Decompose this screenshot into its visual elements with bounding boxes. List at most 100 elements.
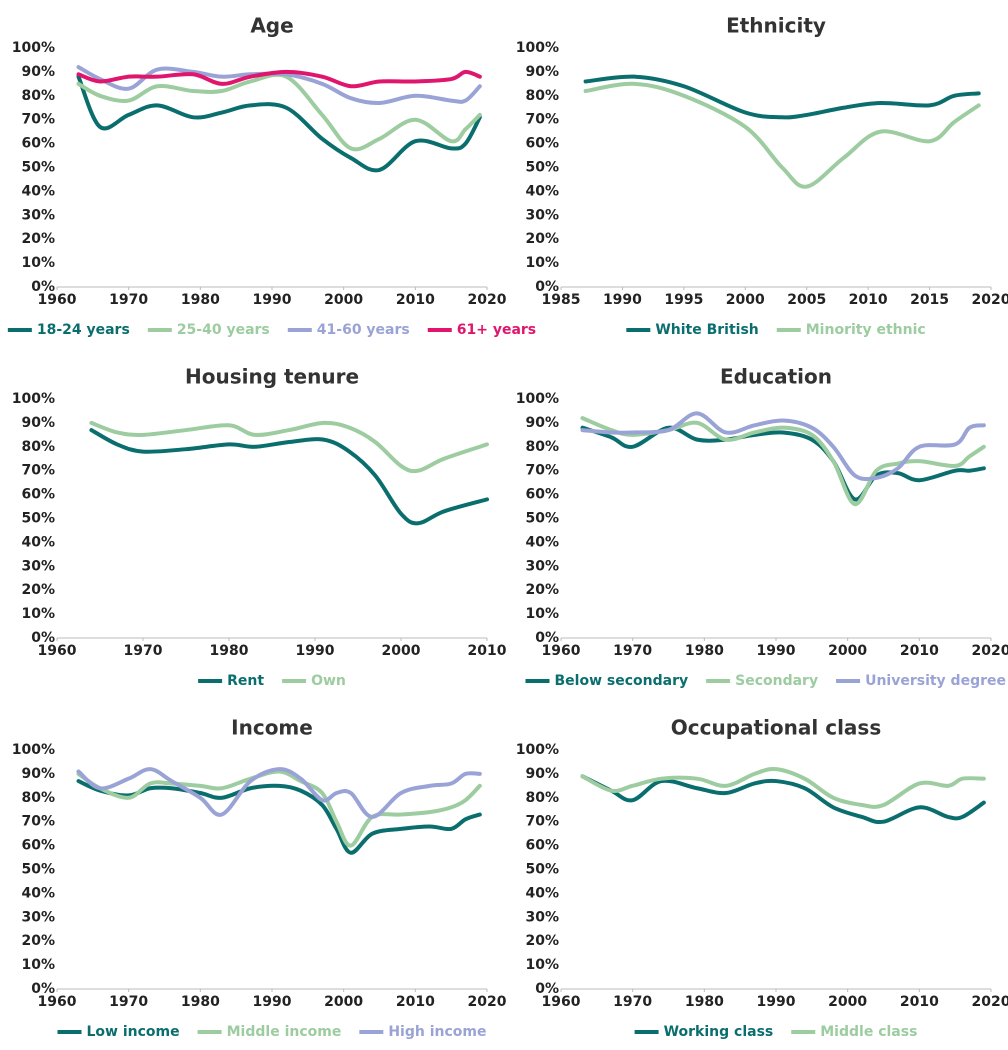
x-tick-label: 2010 — [900, 643, 939, 659]
legend-label: 25-40 years — [177, 322, 270, 338]
y-tick-label: 10% — [21, 957, 55, 973]
y-tick-label: 100% — [12, 391, 55, 407]
y-tick-label: 20% — [21, 231, 55, 247]
x-tick-label: 1960 — [542, 994, 581, 1010]
x-tick-label: 1980 — [181, 292, 220, 308]
x-tick-label: 2010 — [900, 994, 939, 1010]
series-line — [76, 779, 482, 855]
y-tick-label: 0% — [31, 630, 55, 646]
series-line — [76, 74, 482, 173]
y-tick-label: 100% — [516, 40, 559, 56]
y-tick-label: 30% — [21, 909, 55, 925]
y-tick-label: 100% — [516, 391, 559, 407]
chart-title: Occupational class — [671, 716, 882, 740]
x-tick-label: 1970 — [109, 994, 148, 1010]
series-line — [76, 769, 482, 848]
y-tick-label: 0% — [535, 981, 559, 997]
x-tick-label: 2020 — [972, 292, 1008, 308]
x-tick-label: 2010 — [468, 643, 507, 659]
x-tick-label: 1970 — [613, 994, 652, 1010]
y-tick-label: 90% — [525, 415, 559, 431]
chart-title: Education — [720, 365, 832, 389]
y-tick-label: 0% — [31, 279, 55, 295]
y-tick-label: 80% — [21, 790, 55, 806]
y-tick-label: 0% — [535, 279, 559, 295]
legend-label: Own — [311, 673, 346, 689]
x-tick-label: 1990 — [296, 643, 335, 659]
legend: Working class Middle class — [634, 1024, 917, 1040]
y-tick-label: 30% — [21, 207, 55, 223]
legend-label: Below secondary — [555, 673, 689, 689]
x-tick-label: 1970 — [613, 643, 652, 659]
x-tick-label: 2005 — [787, 292, 826, 308]
y-tick-label: 20% — [525, 582, 559, 598]
y-tick-label: 40% — [525, 534, 559, 550]
y-tick-label: 0% — [31, 981, 55, 997]
series-line — [580, 411, 986, 482]
y-tick-label: 70% — [525, 112, 559, 128]
y-tick-label: 10% — [21, 255, 55, 271]
legend-label: 41-60 years — [317, 322, 410, 338]
y-tick-label: 90% — [525, 64, 559, 80]
y-tick-label: 20% — [525, 231, 559, 247]
series-line — [583, 81, 981, 189]
y-tick-label: 100% — [12, 742, 55, 758]
x-tick-label: 1960 — [542, 643, 581, 659]
y-tick-label: 50% — [21, 160, 55, 176]
y-tick-label: 20% — [21, 933, 55, 949]
y-tick-label: 50% — [525, 862, 559, 878]
y-tick-label: 10% — [525, 255, 559, 271]
series-line — [583, 74, 981, 120]
x-tick-label: 2010 — [396, 292, 435, 308]
x-tick-label: 2020 — [972, 994, 1008, 1010]
x-tick-label: 1960 — [38, 292, 77, 308]
x-tick-label: 2010 — [396, 994, 435, 1010]
series-line — [89, 428, 489, 526]
y-tick-label: 90% — [21, 64, 55, 80]
x-tick-label: 2020 — [468, 994, 507, 1010]
y-tick-label: 60% — [525, 487, 559, 503]
y-tick-label: 80% — [21, 439, 55, 455]
x-tick-label: 1980 — [210, 643, 249, 659]
x-tick-label: 1995 — [664, 292, 703, 308]
y-tick-label: 50% — [21, 862, 55, 878]
y-tick-label: 90% — [525, 766, 559, 782]
legend-label: 18-24 years — [37, 322, 130, 338]
x-tick-label: 1980 — [685, 994, 724, 1010]
y-tick-label: 80% — [525, 88, 559, 104]
y-tick-label: 20% — [525, 933, 559, 949]
y-tick-label: 70% — [21, 112, 55, 128]
y-tick-label: 40% — [525, 885, 559, 901]
y-tick-label: 100% — [12, 40, 55, 56]
x-tick-label: 2000 — [726, 292, 765, 308]
series-line — [580, 774, 986, 825]
chart-title: Ethnicity — [726, 14, 826, 38]
y-tick-label: 60% — [21, 487, 55, 503]
y-tick-label: 70% — [21, 463, 55, 479]
x-tick-label: 1960 — [38, 994, 77, 1010]
y-tick-label: 100% — [516, 742, 559, 758]
series-line — [76, 69, 482, 89]
y-tick-label: 10% — [525, 957, 559, 973]
x-tick-label: 1990 — [603, 292, 642, 308]
x-tick-label: 1990 — [253, 292, 292, 308]
legend-label: Minority ethnic — [806, 322, 926, 338]
legend-label: Middle income — [227, 1024, 342, 1040]
legend: Below secondary Secondary University degre… — [525, 673, 1006, 689]
y-tick-label: 40% — [21, 534, 55, 550]
x-tick-label: 2020 — [468, 292, 507, 308]
x-tick-label: 2000 — [324, 292, 363, 308]
y-tick-label: 90% — [21, 766, 55, 782]
x-tick-label: 2000 — [828, 994, 867, 1010]
y-tick-label: 60% — [525, 838, 559, 854]
x-tick-label: 2015 — [910, 292, 949, 308]
y-tick-label: 10% — [21, 606, 55, 622]
y-tick-label: 90% — [21, 415, 55, 431]
legend: White British Minority ethnic — [626, 322, 926, 338]
legend: 18-24 years 25-40 years 41-60 years 61+ yea… — [7, 322, 536, 338]
y-tick-label: 50% — [21, 511, 55, 527]
y-tick-label: 60% — [21, 136, 55, 152]
series-line — [89, 420, 489, 474]
x-tick-label: 1970 — [124, 643, 163, 659]
